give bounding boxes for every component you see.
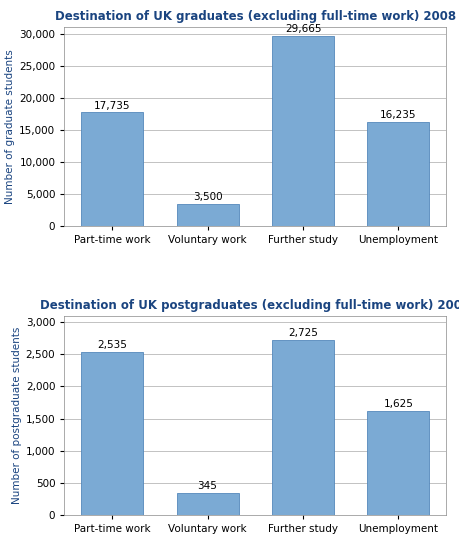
Text: 1,625: 1,625	[383, 399, 413, 409]
Text: 16,235: 16,235	[380, 111, 416, 120]
Title: Destination of UK postgraduates (excluding full-time work) 2008: Destination of UK postgraduates (excludi…	[40, 299, 459, 312]
Text: 2,725: 2,725	[287, 328, 317, 338]
Text: 17,735: 17,735	[94, 101, 130, 111]
Bar	[271, 340, 333, 515]
Text: 2,535: 2,535	[97, 340, 127, 351]
Bar	[81, 112, 143, 226]
Title: Destination of UK graduates (excluding full-time work) 2008: Destination of UK graduates (excluding f…	[55, 10, 455, 23]
Bar	[176, 204, 238, 226]
Bar	[367, 410, 429, 515]
Bar	[176, 493, 238, 515]
Bar	[271, 36, 333, 226]
Text: 3,500: 3,500	[192, 192, 222, 202]
Bar	[81, 352, 143, 515]
Text: 29,665: 29,665	[284, 24, 320, 34]
Y-axis label: Number of postgraduate students: Number of postgraduate students	[11, 327, 22, 504]
Y-axis label: Number of graduate students: Number of graduate students	[5, 49, 15, 204]
Text: 345: 345	[197, 481, 217, 491]
Bar	[367, 122, 429, 226]
